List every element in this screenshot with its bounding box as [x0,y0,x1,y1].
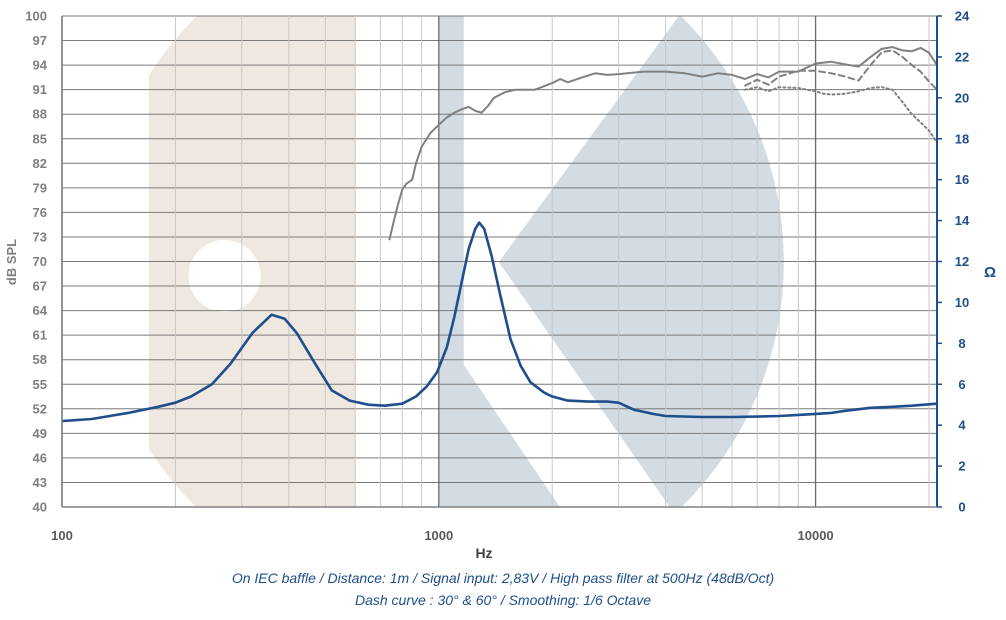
y-right-tick-label: 16 [955,172,969,187]
y-left-tick-label: 49 [33,426,47,441]
y-right-tick-label: 12 [955,254,969,269]
y-axis-left-title: dB SPL [4,239,19,285]
y-right-tick-label: 22 [955,49,969,64]
y-left-tick-label: 67 [33,279,47,294]
caption-measurement-conditions: On IEC baffle / Distance: 1m / Signal in… [231,570,775,586]
y-right-tick-label: 0 [958,500,965,515]
spl-curve-dot [744,86,937,144]
y-right-tick-label: 2 [958,459,965,474]
y-right-tick-label: 18 [955,131,969,146]
y-left-tick-label: 82 [33,156,47,171]
y-left-tick-label: 94 [33,58,48,73]
plot-axes [61,15,942,508]
tick-labels: 4043464952555861646770737679828588919497… [25,9,970,544]
watermark-dot [188,240,261,312]
watermark-logo [62,16,784,507]
x-tick-label: 100 [51,528,73,543]
y-left-tick-label: 64 [33,303,48,318]
y-right-tick-label: 8 [958,336,965,351]
y-left-tick-label: 40 [33,500,47,515]
y-left-tick-label: 46 [33,450,47,465]
y-right-tick-label: 24 [955,9,970,24]
y-left-tick-label: 61 [33,328,47,343]
plot-grid [61,15,937,507]
y-right-tick-label: 20 [955,90,969,105]
y-right-tick-label: 6 [958,377,965,392]
x-tick-label: 10000 [798,528,834,543]
y-left-tick-label: 70 [33,254,47,269]
x-axis-title: Hz [475,545,492,561]
y-left-tick-label: 91 [33,82,47,97]
y-right-tick-label: 14 [955,213,970,228]
y-left-tick-label: 100 [25,9,47,24]
y-right-tick-label: 4 [958,418,966,433]
spl-curve-dash [744,49,937,91]
y-left-tick-label: 88 [33,107,47,122]
y-right-tick-label: 10 [955,295,969,310]
y-left-tick-label: 97 [33,33,47,48]
y-left-tick-label: 85 [33,131,47,146]
x-tick-label: 1000 [424,528,453,543]
caption-curve-notes: Dash curve : 30° & 60° / Smoothing: 1/6 … [354,592,652,608]
y-left-tick-label: 43 [33,475,47,490]
plot-series [62,46,937,423]
y-left-tick-label: 76 [33,205,47,220]
spl-curve-solid [388,46,937,241]
y-left-tick-label: 73 [33,229,47,244]
y-left-tick-label: 55 [33,377,47,392]
y-left-tick-label: 79 [33,180,47,195]
y-left-tick-label: 52 [33,401,47,416]
y-left-tick-label: 58 [33,352,47,367]
y-axis-right-title: Ω [984,264,996,281]
impedance-curve [62,221,937,423]
